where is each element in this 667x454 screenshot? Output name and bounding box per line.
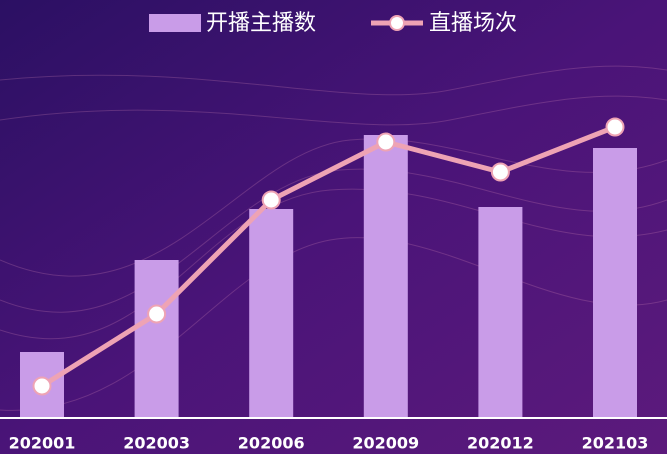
legend-swatch bbox=[149, 14, 201, 32]
bar bbox=[135, 260, 179, 418]
bar bbox=[364, 135, 408, 418]
x-tick-label: 202003 bbox=[123, 434, 190, 453]
x-tick-label: 202103 bbox=[582, 434, 649, 453]
line-point bbox=[377, 134, 394, 151]
bar bbox=[478, 207, 522, 418]
legend-label: 直播场次 bbox=[429, 11, 517, 36]
x-tick-label: 202009 bbox=[352, 434, 419, 453]
legend-label: 开播主播数 bbox=[206, 11, 316, 36]
line-point bbox=[148, 306, 165, 323]
legend-swatch bbox=[390, 16, 404, 30]
background bbox=[0, 0, 667, 454]
x-tick-label: 202012 bbox=[467, 434, 534, 453]
line-point bbox=[263, 192, 280, 209]
x-tick-label: 202001 bbox=[9, 434, 76, 453]
line-point bbox=[34, 378, 51, 395]
bar bbox=[249, 209, 293, 418]
x-tick-label: 202006 bbox=[238, 434, 305, 453]
chart: 开播主播数 直播场次 202001 202003 202006 202009 202012… bbox=[0, 0, 667, 454]
line-point bbox=[492, 164, 509, 181]
bar bbox=[593, 148, 637, 418]
line-point bbox=[607, 119, 624, 136]
